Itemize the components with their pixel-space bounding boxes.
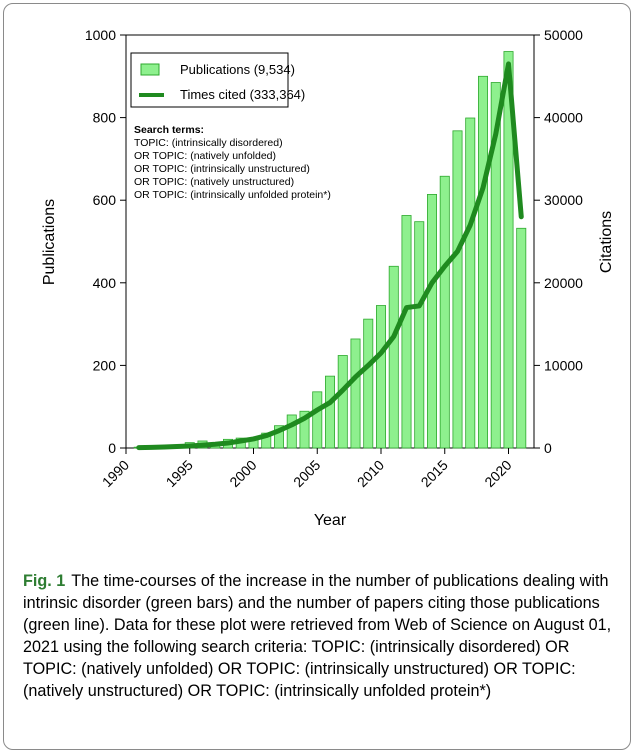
y2-tick-label: 20000 bbox=[544, 275, 583, 291]
y2-tick-label: 30000 bbox=[544, 192, 583, 208]
x-tick-label: 2010 bbox=[354, 457, 387, 490]
y-tick-label: 200 bbox=[93, 357, 117, 373]
bar-2012 bbox=[401, 215, 412, 449]
legend-box bbox=[130, 52, 289, 108]
x-tick-label: 1995 bbox=[163, 457, 196, 490]
search-term-line: OR TOPIC: (intrinsically unstructured) bbox=[134, 163, 310, 175]
bar-2006 bbox=[325, 375, 335, 449]
search-term-line: OR TOPIC: (intrinsically unfolded protei… bbox=[134, 189, 331, 201]
bar-2017 bbox=[465, 117, 476, 449]
x-tick-label: 2020 bbox=[481, 457, 514, 490]
x-tick-label: 1990 bbox=[99, 457, 132, 490]
bar-2016 bbox=[452, 130, 463, 449]
bar-2013 bbox=[414, 221, 425, 449]
figure-panel: 0 200 400 600 800 1000 0 10000 20000 30000 40000 50… bbox=[3, 3, 631, 750]
bar-2009 bbox=[363, 318, 374, 449]
y2-tick-label: 10000 bbox=[544, 357, 583, 373]
y-tick-label: 1000 bbox=[85, 27, 116, 43]
bar-2002 bbox=[274, 425, 284, 449]
bar-2010 bbox=[376, 305, 386, 449]
figure-caption: Fig. 1 The time-courses of the increase i… bbox=[23, 570, 623, 702]
y2-axis-title: Citations bbox=[598, 211, 615, 273]
bar-2018 bbox=[478, 75, 488, 449]
caption-text: The time-courses of the increase in the … bbox=[23, 572, 612, 700]
legend-line-label: Times cited (333,364) bbox=[180, 87, 305, 102]
legend-bar-label: Publications (9,534) bbox=[180, 62, 295, 77]
search-term-line: TOPIC: (intrinsically disordered) bbox=[134, 137, 283, 149]
legend: Publications (9,534) Times cited (333,36… bbox=[130, 52, 305, 108]
y-tick-label: 400 bbox=[93, 275, 117, 291]
search-term-line: OR TOPIC: (natively unfolded) bbox=[134, 150, 276, 162]
bar-2004 bbox=[299, 410, 310, 449]
bar-2003 bbox=[286, 414, 297, 449]
bar-2008 bbox=[350, 338, 361, 449]
y2-tick-label: 0 bbox=[544, 440, 552, 456]
chart: 0200400600800100001000020000300004000050… bbox=[41, 27, 615, 529]
x-tick-label: 2005 bbox=[290, 457, 323, 490]
search-term-line: OR TOPIC: (natively unstructured) bbox=[134, 176, 294, 188]
x-axis-title: Year bbox=[314, 512, 347, 529]
bar-2019 bbox=[490, 82, 501, 449]
x-tick-label: 2000 bbox=[226, 457, 259, 490]
bar-2007 bbox=[337, 355, 348, 449]
bar-2015 bbox=[439, 175, 450, 449]
search-terms-title: Search terms: bbox=[134, 124, 204, 136]
search-terms-annotation: Search terms: TOPIC: (intrinsically diso… bbox=[134, 124, 331, 201]
citations-line bbox=[136, 61, 524, 451]
y2-tick-label: 40000 bbox=[544, 110, 583, 126]
y2-tick-label: 50000 bbox=[544, 27, 583, 43]
axes-group: 0200400600800100001000020000300004000050… bbox=[85, 27, 583, 490]
y-tick-label: 0 bbox=[108, 440, 116, 456]
bar-2011 bbox=[388, 265, 399, 449]
x-tick-label: 2015 bbox=[418, 457, 451, 490]
legend-bar-swatch bbox=[140, 63, 160, 76]
bars-group bbox=[133, 51, 527, 449]
bar-2014 bbox=[427, 194, 437, 449]
y-axis-title: Publications bbox=[41, 199, 58, 285]
bar-2005 bbox=[312, 391, 323, 449]
y-tick-label: 800 bbox=[93, 110, 117, 126]
figure-label: Fig. 1 bbox=[23, 572, 66, 590]
bar-2021 bbox=[516, 227, 527, 449]
y-tick-label: 600 bbox=[93, 192, 117, 208]
